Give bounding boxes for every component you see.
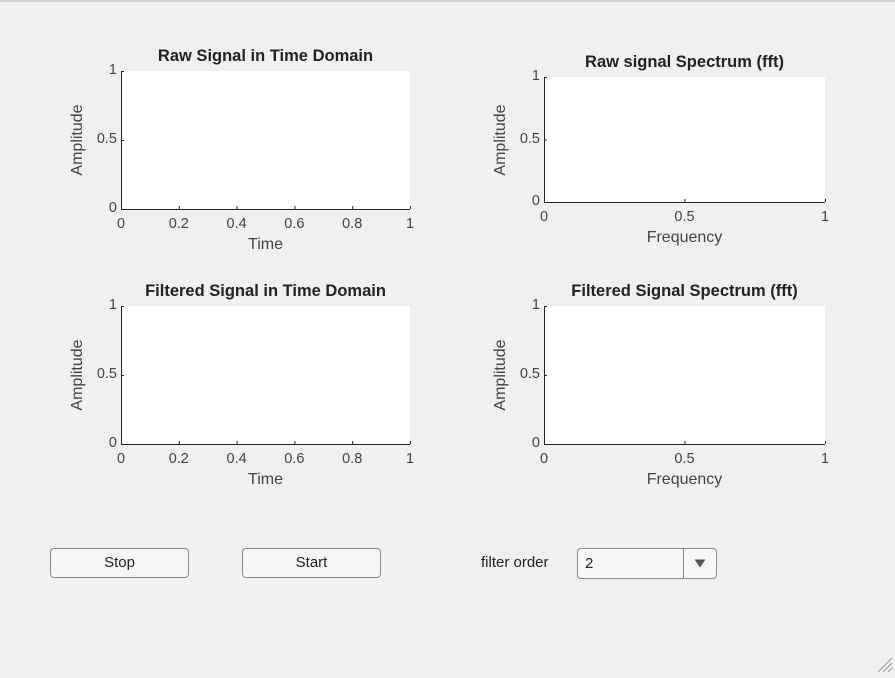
y-tick-label: 1 xyxy=(531,68,540,85)
x-tick-label: 0.6 xyxy=(284,451,305,467)
raw-time-axes: 0 0.2 0.4 0.6 0.8 1 0 0.5 1 Raw Signal in Time Do… xyxy=(69,47,414,253)
plot-area xyxy=(121,306,411,445)
y-tick-label: 0 xyxy=(531,193,540,210)
filtered-fft-axes: 0 0.5 1 0 0.5 1 Filtered Signal Spectrum (fft)… xyxy=(492,282,829,488)
y-axis-label: Amplitude xyxy=(69,339,86,411)
y-tick-label: 0 xyxy=(108,200,117,217)
y-tick-label: 0 xyxy=(108,435,117,452)
x-tick-label: 1 xyxy=(820,451,830,467)
axes-title: Filtered Signal in Time Domain xyxy=(145,282,386,300)
stop-button[interactable]: Stop xyxy=(50,548,189,578)
plot-background xyxy=(544,77,825,202)
x-tick-label: 0 xyxy=(539,451,549,467)
x-tick-label: 0.4 xyxy=(226,451,247,467)
axes-title: Raw signal Spectrum (fft) xyxy=(585,53,784,71)
y-tick-label: 1 xyxy=(108,297,117,314)
y-tick-label: 0 xyxy=(531,435,540,452)
plot-area xyxy=(544,77,826,203)
x-tick-label: 0.8 xyxy=(342,451,363,467)
y-tick-label: 0.5 xyxy=(96,131,117,148)
x-axis-label: Frequency xyxy=(646,229,723,246)
x-tick-label: 0.5 xyxy=(674,209,695,225)
filter-order-value: 2 xyxy=(585,555,594,572)
resize-grip-icon[interactable] xyxy=(875,655,893,673)
chevron-down-icon[interactable] xyxy=(684,549,716,578)
x-tick-label: 0.2 xyxy=(168,216,189,232)
plot-background xyxy=(121,71,410,209)
filter-order-dropdown[interactable]: 2 xyxy=(577,548,717,579)
plot-area xyxy=(544,306,826,445)
plot-background xyxy=(121,306,410,444)
y-tick-label: 0.5 xyxy=(96,366,117,383)
x-tick-label: 0.6 xyxy=(284,216,305,232)
y-tick-label: 0.5 xyxy=(519,366,540,383)
x-tick-label: 0.5 xyxy=(674,451,695,467)
start-button[interactable]: Start xyxy=(242,548,381,578)
filtered-time-axes: 0 0.2 0.4 0.6 0.8 1 0 0.5 1 Filtered Signal in Ti… xyxy=(69,282,414,488)
y-tick-label: 1 xyxy=(108,62,117,79)
x-axis-label: Time xyxy=(248,471,283,488)
x-tick-label: 1 xyxy=(405,451,415,467)
y-axis-label: Amplitude xyxy=(492,103,509,176)
plot-area xyxy=(121,71,411,210)
x-axis-label: Frequency xyxy=(646,471,723,488)
plot-background xyxy=(544,306,825,444)
x-tick-label: 1 xyxy=(820,209,830,225)
x-tick-label: 0 xyxy=(116,216,126,232)
filter-order-label: filter order xyxy=(481,554,549,571)
x-tick-label: 0 xyxy=(116,451,126,467)
x-tick-label: 0.4 xyxy=(226,216,247,232)
axes-title: Raw Signal in Time Domain xyxy=(157,47,374,65)
x-tick-label: 0.2 xyxy=(168,451,189,467)
dropdown-separator xyxy=(683,549,684,578)
axes-title: Filtered Signal Spectrum (fft) xyxy=(571,282,798,300)
x-tick-label: 0.8 xyxy=(342,216,363,232)
window-top-border xyxy=(0,0,895,2)
y-tick-label: 0.5 xyxy=(519,130,540,147)
y-tick-label: 1 xyxy=(531,297,540,314)
y-axis-label: Amplitude xyxy=(492,339,509,411)
raw-fft-axes: 0 0.5 1 0 0.5 1 Raw signal Spectrum (fft) Frequ… xyxy=(492,53,829,246)
x-tick-label: 1 xyxy=(405,216,415,232)
x-axis-label: Time xyxy=(248,236,283,253)
y-axis-label: Amplitude xyxy=(69,104,86,176)
x-tick-label: 0 xyxy=(539,209,549,225)
